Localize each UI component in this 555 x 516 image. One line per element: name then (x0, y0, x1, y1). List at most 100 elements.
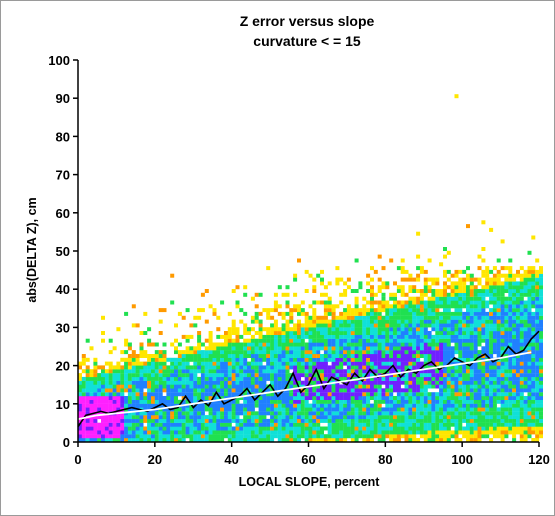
heatmap-cell (423, 323, 428, 328)
heatmap-cell (343, 319, 348, 324)
heatmap-cell (331, 354, 336, 358)
heatmap-cell (158, 422, 163, 427)
heatmap-cell (270, 380, 275, 385)
heatmap-cell (250, 327, 255, 332)
heatmap-cell (489, 407, 494, 412)
heatmap-cell (358, 342, 363, 347)
heatmap-cell (539, 334, 543, 339)
heatmap-cell (527, 369, 532, 374)
heatmap-cell (300, 396, 305, 400)
heatmap-cell (197, 354, 202, 358)
heatmap-cell (266, 331, 271, 335)
heatmap-cell (462, 434, 467, 439)
heatmap-cell (339, 373, 344, 378)
heatmap-cell (174, 376, 178, 381)
heatmap-cell (320, 399, 324, 404)
heatmap-cell (362, 334, 367, 339)
heatmap-cell (312, 407, 317, 412)
heatmap-cell (443, 334, 447, 339)
heatmap-cell (512, 308, 517, 313)
heatmap-cell (381, 327, 386, 332)
heatmap-cell (504, 331, 509, 335)
heatmap-cell (492, 357, 497, 362)
heatmap-cell (331, 365, 336, 370)
heatmap-cell (220, 350, 225, 355)
heatmap-cell (450, 354, 455, 358)
heatmap-cell (535, 258, 540, 263)
heatmap-cell (289, 354, 294, 358)
heatmap-cell (101, 418, 105, 423)
heatmap-cell (350, 361, 355, 366)
heatmap-cell (139, 331, 144, 335)
heatmap-cell (124, 369, 129, 374)
heatmap-cell (293, 380, 298, 385)
heatmap-cell (535, 346, 540, 351)
heatmap-cell (469, 327, 474, 332)
heatmap-cell (496, 342, 501, 347)
heatmap-cell (143, 331, 148, 335)
heatmap-cell (516, 373, 520, 378)
heatmap-cell (358, 384, 363, 389)
heatmap-cell (389, 422, 394, 427)
heatmap-cell (335, 384, 340, 389)
heatmap-cell (101, 438, 105, 442)
heatmap-cell (377, 354, 382, 358)
heatmap-cell (373, 319, 378, 324)
heatmap-cell (489, 422, 494, 427)
heatmap-cell (304, 418, 309, 423)
heatmap-cell (404, 338, 409, 343)
heatmap-cell (419, 331, 424, 335)
heatmap-cell (327, 438, 332, 442)
heatmap-cell (273, 430, 278, 435)
heatmap-cell (181, 350, 186, 355)
heatmap-cell (485, 269, 490, 274)
heatmap-cell (362, 418, 367, 423)
heatmap-cell (343, 338, 348, 343)
heatmap-cell (489, 281, 494, 286)
heatmap-cell (224, 396, 228, 400)
heatmap-cell (423, 430, 428, 435)
heatmap-cell (258, 411, 263, 416)
heatmap-cell (419, 422, 424, 427)
heatmap-cell (408, 304, 413, 309)
heatmap-cell (304, 399, 309, 404)
heatmap-cell (404, 327, 409, 332)
heatmap-cell (304, 334, 309, 339)
heatmap-cell (370, 373, 374, 378)
heatmap-cell (212, 346, 217, 351)
heatmap-cell (346, 399, 351, 404)
heatmap-cell (189, 415, 194, 420)
heatmap-cell (469, 277, 474, 282)
heatmap-cell (243, 342, 248, 347)
heatmap-cell (419, 373, 424, 378)
heatmap-cell (143, 369, 148, 374)
x-tick-label: 120 (528, 452, 550, 467)
heatmap-cell (481, 315, 486, 320)
heatmap-cell (316, 350, 321, 355)
heatmap-cell (289, 430, 294, 435)
heatmap-cell (377, 399, 382, 404)
heatmap-cell (247, 369, 251, 374)
heatmap-cell (308, 365, 313, 370)
heatmap-cell (258, 357, 263, 362)
heatmap-cell (431, 281, 436, 286)
heatmap-cell (531, 365, 536, 370)
heatmap-cell (508, 365, 513, 370)
heatmap-cell (224, 338, 228, 343)
heatmap-cell (404, 342, 409, 347)
heatmap-cell (208, 365, 213, 370)
heatmap-cell (531, 407, 536, 412)
heatmap-cell (396, 289, 401, 293)
heatmap-cell (216, 426, 221, 431)
heatmap-cell (323, 304, 328, 309)
heatmap-cell (273, 434, 278, 439)
heatmap-cell (516, 365, 520, 370)
heatmap-cell (243, 369, 248, 374)
heatmap-cell (531, 376, 536, 381)
heatmap-cell (224, 388, 228, 393)
heatmap-cell (277, 346, 282, 351)
heatmap-cell (270, 346, 275, 351)
heatmap-cell (370, 277, 374, 282)
heatmap-cell (377, 334, 382, 339)
heatmap-cell (446, 300, 451, 305)
